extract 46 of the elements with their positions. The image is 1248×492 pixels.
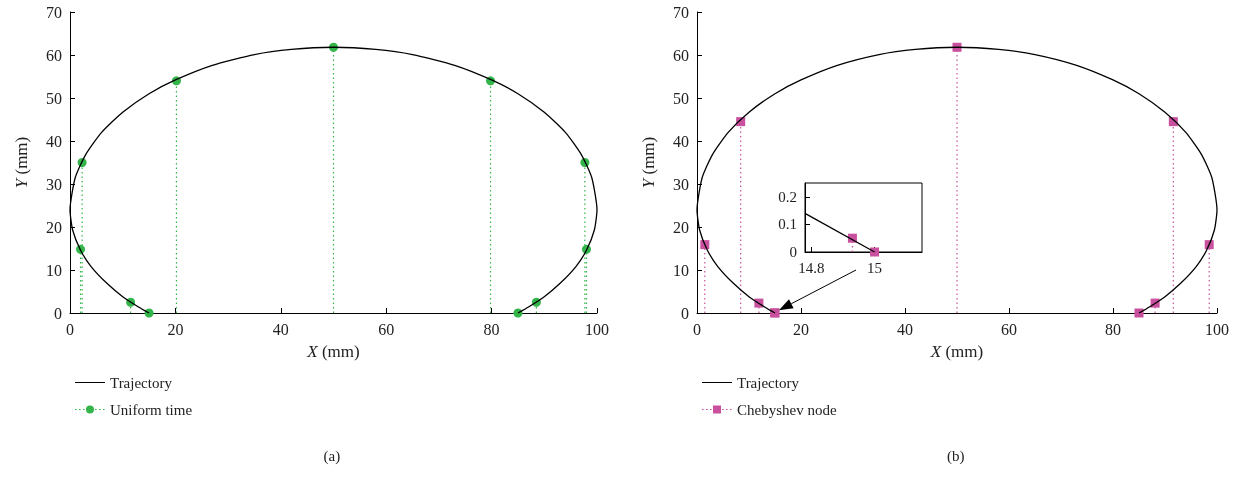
x-tick-label: 60 [1001,320,1017,338]
x-axis-title: X (mm) [929,342,984,361]
x-tick-label: 40 [897,320,913,338]
y-tick-label: 10 [46,261,62,279]
y-tick-label: 40 [673,132,689,150]
y-tick-label: 0 [54,304,62,322]
x-tick-label: 0 [693,320,701,338]
y-tick-label: 50 [673,89,689,107]
x-tick-label: 60 [378,320,395,338]
x-tick-label: 80 [1105,320,1121,338]
legend-label: Uniform time [109,401,193,418]
x-tick-label: 15 [867,259,883,276]
legend-label: Trajectory [736,374,800,391]
legend-label: Trajectory [109,374,173,391]
y-tick-label: 30 [46,175,62,193]
y-axis-title: Y (mm) [639,136,658,189]
y-tick-label: 40 [46,132,62,150]
x-tick-label: 40 [272,320,289,338]
x-tick-label: 20 [793,320,809,338]
point [144,308,154,318]
y-tick-label: 30 [673,175,689,193]
legend-label: Chebyshev node [736,401,837,418]
y-tick-label: 0.2 [778,188,797,205]
x-tick-label: 14.8 [798,259,825,276]
y-tick-label: 0 [789,244,797,260]
text: (a) [323,447,341,465]
x-tick-label: 100 [585,320,609,338]
point [1134,308,1144,318]
y-tick-label: 60 [673,46,689,64]
point [513,308,523,318]
x-tick-label: 80 [483,320,500,338]
y-tick-label: 70 [46,3,62,21]
x-tick-label: 0 [66,320,74,338]
x-tick-label: 100 [1205,320,1229,338]
y-axis-title: Y (mm) [12,136,31,189]
y-tick-label: 0.1 [778,216,797,233]
y-tick-label: 60 [46,46,62,64]
y-tick-label: 50 [46,89,62,107]
y-tick-label: 20 [46,218,62,236]
text: (b) [947,447,965,465]
x-axis-title: X (mm) [306,342,360,361]
y-tick-label: 20 [673,218,689,236]
y-tick-label: 10 [673,261,689,279]
y-tick-label: 70 [673,3,689,21]
x-tick-label: 20 [167,320,184,338]
y-tick-label: 0 [681,304,689,322]
